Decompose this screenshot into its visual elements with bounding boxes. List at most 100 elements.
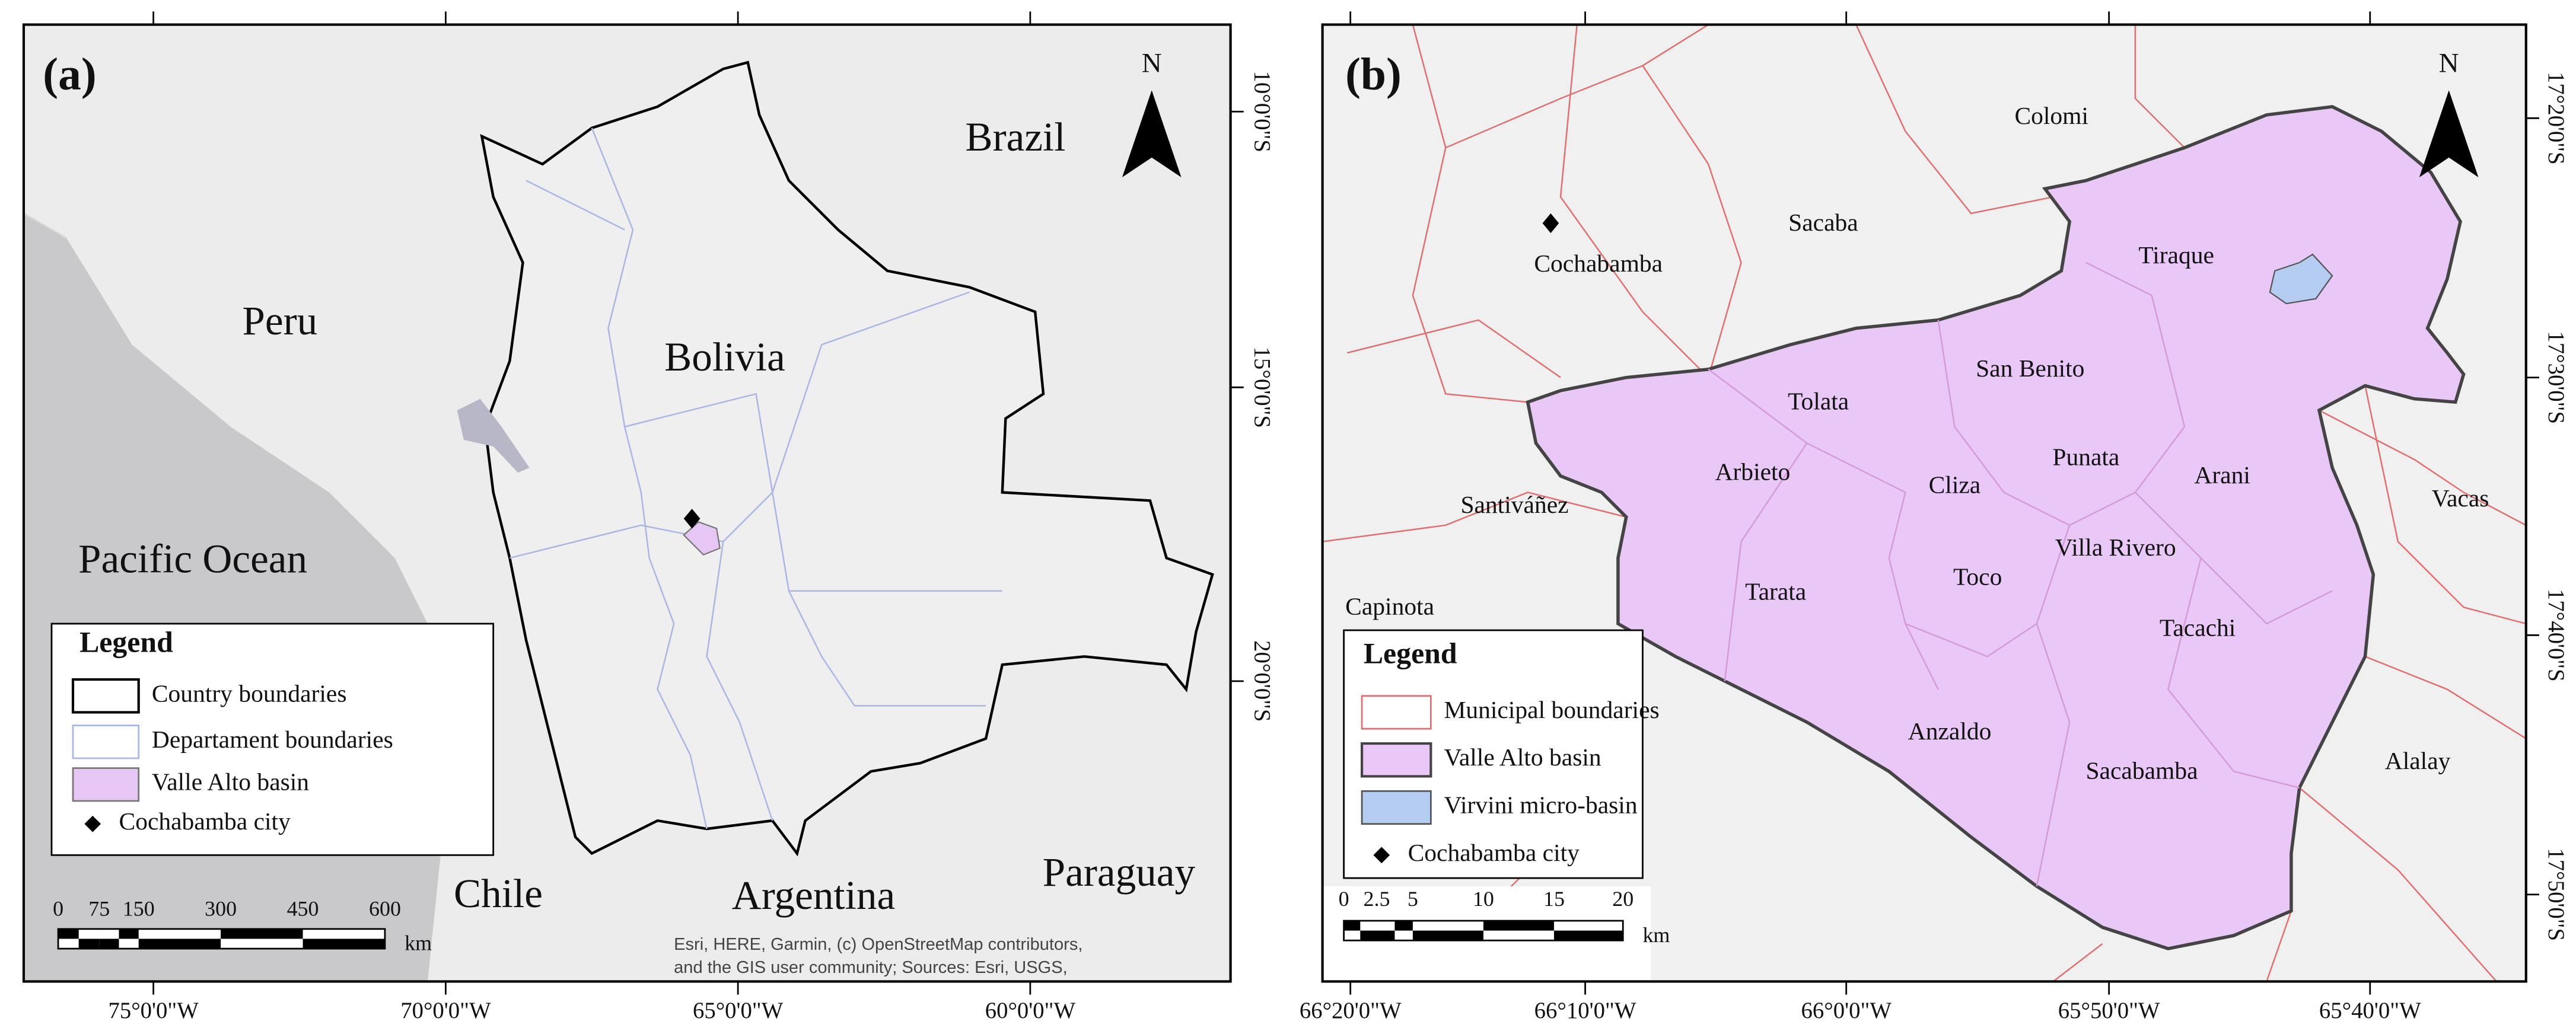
legend-marker <box>84 815 101 832</box>
virvini-basin <box>2269 253 2333 305</box>
scale-seg <box>1394 920 1413 931</box>
y-tick-label: 17°40'0"S <box>2543 589 2569 682</box>
scale-seg <box>1360 930 1377 941</box>
x-tick-label: 66°0'0"W <box>1801 998 1892 1023</box>
map-a <box>22 23 1232 983</box>
place-label: Punata <box>2052 443 2119 471</box>
legend-swatch <box>1360 742 1432 778</box>
place-label: Cochabamba <box>1534 250 1663 277</box>
y-tick-label: 15°0'0"S <box>1250 347 1275 428</box>
attribution: and the GIS user community; Sources: Esr… <box>674 958 1067 977</box>
scale-seg <box>1553 930 1623 941</box>
scale-seg <box>303 939 385 949</box>
scale-seg <box>221 928 303 939</box>
legend-label: Country boundaries <box>152 679 347 707</box>
scale-label: 450 <box>287 897 319 921</box>
scale-seg <box>1376 930 1395 941</box>
legend-swatch <box>1361 695 1432 730</box>
panel-label: (b) <box>1345 49 1402 100</box>
place-label: Arbieto <box>1715 458 1791 486</box>
scale-label: 0 <box>53 897 63 921</box>
bolivia-outline <box>480 60 1214 857</box>
x-tick-label: 75°0'0"W <box>108 998 199 1023</box>
scale-label: 600 <box>369 897 401 921</box>
attribution: Esri, HERE, Garmin, (c) OpenStreetMap co… <box>674 935 1082 954</box>
place-label: Colomi <box>2014 102 2088 129</box>
panel-label: (a) <box>43 49 96 100</box>
department-lines <box>510 127 1002 829</box>
x-tick-label: 70°0'0"W <box>400 998 491 1023</box>
y-tick-label: 17°20'0"S <box>2543 72 2569 165</box>
place-label: Paraguay <box>1043 849 1196 895</box>
place-label: Villa Rivero <box>2055 534 2176 561</box>
x-tick-label: 60°0'0"W <box>985 998 1076 1023</box>
y-tick-label: 17°30'0"S <box>2543 331 2569 424</box>
legend-label: Cochabamba city <box>119 808 291 835</box>
legend-swatch <box>1361 790 1432 825</box>
scale-unit: km <box>1642 923 1670 947</box>
map-b <box>1321 23 2527 983</box>
scale-seg <box>138 939 221 949</box>
scale-label: 20 <box>1612 887 1634 911</box>
place-label: Vacas <box>2432 484 2489 512</box>
scale-label: 2.5 <box>1364 887 1390 911</box>
legend-swatch <box>71 678 140 714</box>
north-arrow <box>1122 90 1182 177</box>
y-tick-label: 17°50'0"S <box>2543 848 2569 941</box>
scale-label: 75 <box>88 897 110 921</box>
scale-seg <box>1343 920 1361 931</box>
valle-alto <box>683 521 721 556</box>
x-tick-label: 65°50'0"W <box>2058 998 2160 1023</box>
scale-seg <box>1483 920 1554 931</box>
place-label: Tolata <box>1788 388 1849 415</box>
x-tick-label: 65°0'0"W <box>693 998 784 1023</box>
x-tick-label: 65°40'0"W <box>2319 998 2421 1023</box>
scale-unit: km <box>405 931 432 955</box>
scale-seg <box>1412 930 1483 941</box>
place-label: Chile <box>454 870 543 916</box>
scale-label: 15 <box>1543 887 1565 911</box>
scale-label: 150 <box>123 897 155 921</box>
north-label: N <box>1142 48 1162 79</box>
frame <box>1321 23 2527 983</box>
place-label: Brazil <box>965 114 1065 159</box>
place-label: Sacabamba <box>2085 757 2198 784</box>
place-label: Tiraque <box>2138 241 2214 269</box>
place-label: Santiváñez <box>1460 491 1568 518</box>
scale-label: 0 <box>1339 887 1349 911</box>
place-label: Arani <box>2194 461 2250 489</box>
legend-label: Cochabamba city <box>1408 839 1580 866</box>
y-tick-label: 10°0'0"S <box>1250 71 1275 152</box>
cochabamba-marker <box>1542 213 1559 234</box>
place-label: Bolivia <box>664 334 785 379</box>
valle-alto-basin <box>1526 105 2466 950</box>
legend-label: Valle Alto basin <box>152 768 309 796</box>
place-label: San Benito <box>1976 355 2084 382</box>
place-label: Alalay <box>2385 747 2451 774</box>
legend-swatch <box>72 767 140 802</box>
north-label: N <box>2439 48 2459 79</box>
scale-label: 10 <box>1473 887 1494 911</box>
legend-marker <box>1373 847 1390 864</box>
place-label: Tacachi <box>2160 614 2236 642</box>
legend-label: Valle Alto basin <box>1444 743 1601 771</box>
place-label: Sacaba <box>1788 209 1858 236</box>
place-label: Cliza <box>1929 471 1981 499</box>
lake <box>457 398 530 473</box>
legend-label: Virvini micro-basin <box>1444 792 1637 819</box>
internal-lines <box>1708 261 2333 887</box>
place-label: Capinota <box>1345 593 1434 620</box>
place-label: Anzaldo <box>1908 717 1992 745</box>
x-tick-label: 66°20'0"W <box>1300 998 1402 1023</box>
place-label: Toco <box>1953 563 2002 591</box>
scale-label: 300 <box>205 897 237 921</box>
place-label: Tarata <box>1745 578 1806 605</box>
scale-seg <box>99 939 119 949</box>
x-tick-label: 66°10'0"W <box>1534 998 1636 1023</box>
frame <box>22 23 1232 983</box>
legend-label: Municipal boundaries <box>1444 696 1659 723</box>
place-label: Peru <box>242 298 317 343</box>
y-tick-label: 20°0'0"S <box>1250 640 1275 722</box>
